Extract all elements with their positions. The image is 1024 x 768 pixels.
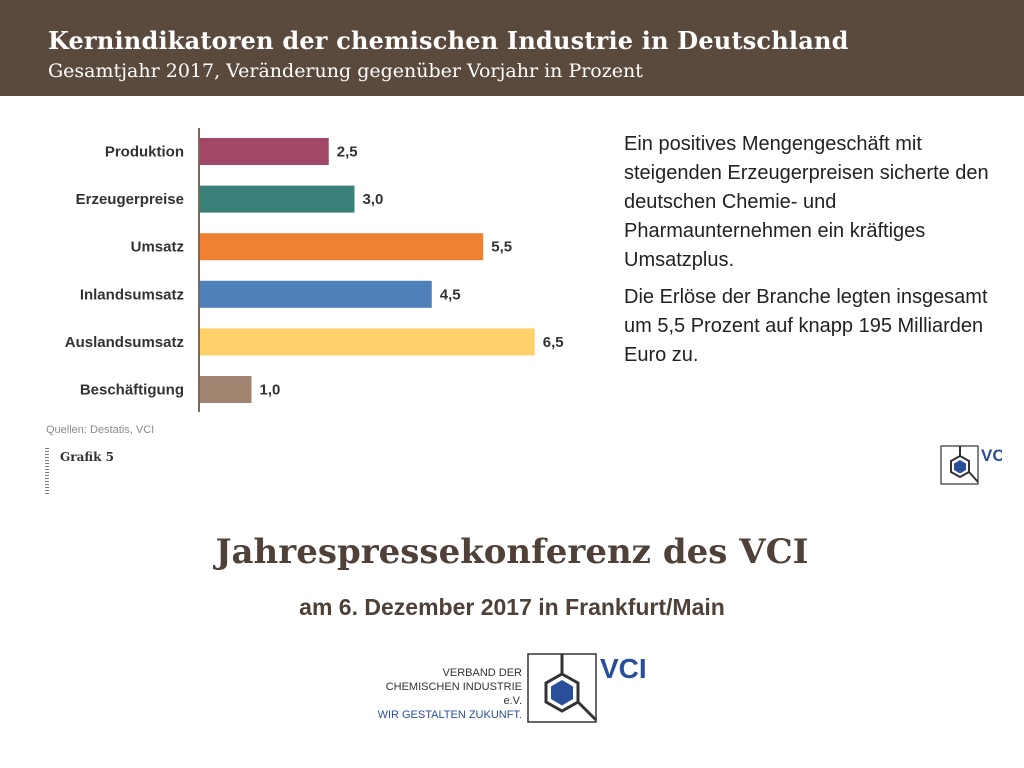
logo-line-1: VERBAND DER <box>442 667 522 679</box>
description-paragraph-1: Ein positives Mengengeschäft mit steigen… <box>624 133 989 271</box>
logo-line-3: WIR GESTALTEN ZUKUNFT. <box>377 709 522 721</box>
category-label: Beschäftigung <box>80 382 184 399</box>
data-label: 5,5 <box>491 239 512 256</box>
bar <box>200 233 484 261</box>
logo-brand: VCI <box>600 653 647 684</box>
data-label: 4,5 <box>440 286 461 303</box>
bar <box>200 185 355 213</box>
category-label: Produktion <box>105 144 184 161</box>
figure-label: Grafik 5 <box>60 450 114 464</box>
source-note: Quellen: Destatis, VCI <box>46 424 155 436</box>
category-label: Umsatz <box>131 239 184 256</box>
bar <box>200 280 432 308</box>
data-label: 3,0 <box>363 191 384 208</box>
description-paragraph-2: Die Erlöse der Branche legten insgesamt … <box>624 286 988 366</box>
category-label: Auslandsumsatz <box>65 334 184 351</box>
chart-title: Kernindikatoren der chemischen Industrie… <box>48 26 849 55</box>
chart-subtitle: Gesamtjahr 2017, Veränderung gegenüber V… <box>48 60 643 82</box>
description-text: Ein positives Mengengeschäft mit steigen… <box>624 130 994 378</box>
bar <box>200 138 329 165</box>
logo-brand-small: VCI <box>981 446 1002 465</box>
vci-logo: VERBAND DER CHEMISCHEN INDUSTRIE e.V. WI… <box>376 652 656 726</box>
bar-chart: Produktion 2,5 Erzeugerpreise 3,0 Umsatz 5,5 I… <box>65 128 564 412</box>
hexagon-icon <box>950 454 970 479</box>
logo-line-2: CHEMISCHEN INDUSTRIE e.V. <box>385 681 522 707</box>
data-label: 6,5 <box>543 334 564 351</box>
conference-title: Jahrespressekonferenz des VCI <box>215 532 809 572</box>
vci-logo-mark: VCI <box>527 653 647 723</box>
header-banner: Kernindikatoren der chemischen Industrie… <box>0 0 1024 96</box>
category-label: Inlandsumsatz <box>80 286 184 303</box>
logo-text: VERBAND DER CHEMISCHEN INDUSTRIE e.V. WI… <box>376 666 522 722</box>
bar-group: Produktion 2,5 Erzeugerpreise 3,0 Umsatz 5,5 I… <box>65 138 564 403</box>
data-label: 1,0 <box>260 382 281 399</box>
bar <box>200 376 252 403</box>
vci-logo-small: VCI <box>940 445 1002 485</box>
grafik-marker <box>45 448 49 494</box>
bar <box>200 328 535 356</box>
hexagon-icon <box>544 672 580 713</box>
data-label: 2,5 <box>337 144 358 161</box>
conference-date: am 6. Dezember 2017 in Frankfurt/Main <box>299 594 725 620</box>
category-label: Erzeugerpreise <box>76 191 184 208</box>
